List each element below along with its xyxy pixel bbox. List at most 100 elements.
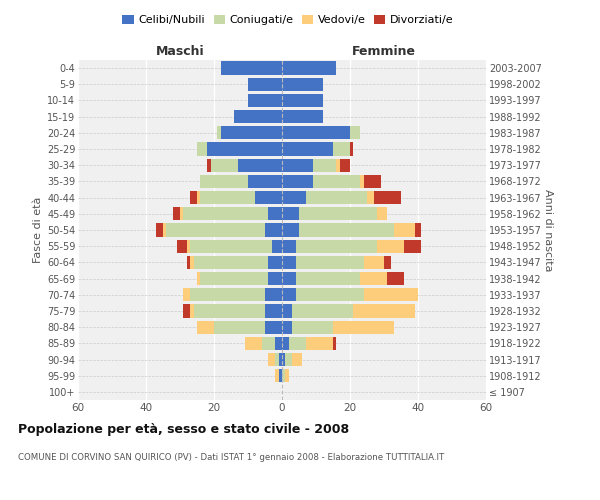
Bar <box>180 207 184 220</box>
Bar <box>187 240 190 253</box>
Bar <box>282 353 286 366</box>
Y-axis label: Fasce di età: Fasce di età <box>32 197 43 263</box>
Bar <box>282 369 286 382</box>
Bar <box>214 320 265 334</box>
Bar <box>275 353 278 366</box>
Bar <box>262 336 275 350</box>
Bar <box>235 110 282 124</box>
Bar <box>296 256 364 269</box>
Bar <box>282 256 296 269</box>
Bar <box>340 158 350 172</box>
Bar <box>207 158 211 172</box>
Bar <box>337 158 340 172</box>
Bar <box>282 304 292 318</box>
Legend: Celibi/Nubili, Coniugati/e, Vedovi/e, Divorziati/e: Celibi/Nubili, Coniugati/e, Vedovi/e, Di… <box>118 10 458 29</box>
Bar <box>282 224 299 236</box>
Bar <box>275 336 282 350</box>
Bar <box>190 191 197 204</box>
Bar <box>282 191 306 204</box>
Bar <box>211 158 238 172</box>
Bar <box>313 158 337 172</box>
Bar <box>364 256 384 269</box>
Bar <box>248 78 282 91</box>
Bar <box>388 272 404 285</box>
Bar <box>207 142 282 156</box>
Bar <box>333 320 394 334</box>
Bar <box>190 240 272 253</box>
Bar <box>190 288 265 302</box>
Bar <box>404 240 421 253</box>
Bar <box>360 272 388 285</box>
Bar <box>265 320 282 334</box>
Bar <box>197 272 200 285</box>
Bar <box>286 353 292 366</box>
Bar <box>278 369 282 382</box>
Bar <box>200 272 268 285</box>
Bar <box>282 126 350 140</box>
Bar <box>374 191 401 204</box>
Bar <box>194 304 265 318</box>
Bar <box>282 272 296 285</box>
Bar <box>282 94 323 107</box>
Bar <box>197 142 207 156</box>
Bar <box>248 94 282 107</box>
Bar <box>384 256 391 269</box>
Bar <box>282 336 289 350</box>
Bar <box>265 288 282 302</box>
Bar <box>268 207 282 220</box>
Bar <box>286 369 289 382</box>
Bar <box>299 224 394 236</box>
Bar <box>415 224 421 236</box>
Bar <box>245 336 262 350</box>
Y-axis label: Anni di nascita: Anni di nascita <box>543 188 553 271</box>
Bar <box>282 110 323 124</box>
Bar <box>292 353 302 366</box>
Bar <box>265 224 282 236</box>
Bar <box>367 191 374 204</box>
Bar <box>173 207 180 220</box>
Bar <box>184 288 190 302</box>
Bar <box>197 320 214 334</box>
Bar <box>200 175 248 188</box>
Bar <box>282 142 333 156</box>
Bar <box>299 207 377 220</box>
Bar <box>364 288 418 302</box>
Bar <box>350 142 353 156</box>
Bar <box>282 62 337 74</box>
Bar <box>190 304 194 318</box>
Bar <box>156 224 163 236</box>
Bar <box>184 207 268 220</box>
Bar <box>333 336 337 350</box>
Bar <box>268 353 275 366</box>
Bar <box>197 191 200 204</box>
Bar <box>275 369 278 382</box>
Text: Popolazione per età, sesso e stato civile - 2008: Popolazione per età, sesso e stato civil… <box>18 422 349 436</box>
Bar <box>217 126 221 140</box>
Bar <box>272 240 282 253</box>
Bar <box>296 272 360 285</box>
Bar <box>238 158 282 172</box>
Bar <box>184 304 190 318</box>
Bar <box>176 240 187 253</box>
Bar <box>248 175 282 188</box>
Bar <box>353 304 415 318</box>
Bar <box>377 240 404 253</box>
Bar <box>394 224 415 236</box>
Bar <box>313 175 360 188</box>
Text: COMUNE DI CORVINO SAN QUIRICO (PV) - Dati ISTAT 1° gennaio 2008 - Elaborazione T: COMUNE DI CORVINO SAN QUIRICO (PV) - Dat… <box>18 452 444 462</box>
Bar <box>360 175 364 188</box>
Bar <box>282 158 313 172</box>
Bar <box>282 240 296 253</box>
Bar <box>268 256 282 269</box>
Bar <box>333 142 350 156</box>
Bar <box>278 353 282 366</box>
Bar <box>187 256 190 269</box>
Text: Maschi: Maschi <box>155 46 205 59</box>
Bar <box>292 304 353 318</box>
Bar <box>163 224 166 236</box>
Bar <box>190 256 194 269</box>
Bar <box>268 272 282 285</box>
Bar <box>166 224 265 236</box>
Bar <box>265 304 282 318</box>
Text: Femmine: Femmine <box>352 46 416 59</box>
